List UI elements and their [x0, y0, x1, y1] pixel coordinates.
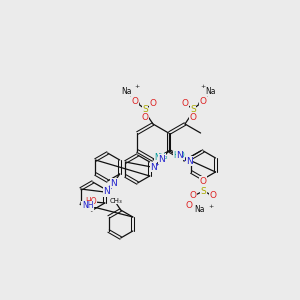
Text: O: O — [142, 113, 148, 122]
Text: N: N — [103, 188, 110, 196]
Text: S: S — [142, 104, 148, 113]
Text: HO: HO — [85, 197, 97, 206]
Text: Na: Na — [122, 86, 132, 95]
Text: O: O — [200, 176, 207, 185]
Text: NH: NH — [154, 153, 166, 162]
Text: O: O — [131, 97, 139, 106]
Text: O: O — [186, 200, 193, 209]
Text: N: N — [150, 163, 157, 172]
Text: N: N — [110, 178, 117, 188]
Text: NH: NH — [82, 202, 93, 211]
Text: S: S — [200, 187, 206, 196]
Text: O: O — [200, 97, 206, 106]
Text: +: + — [134, 85, 140, 89]
Text: Na: Na — [206, 86, 216, 95]
Text: S: S — [190, 104, 196, 113]
Text: O: O — [210, 191, 217, 200]
Text: HO: HO — [173, 151, 185, 160]
Text: O: O — [190, 191, 197, 200]
Text: N: N — [158, 154, 165, 164]
Text: ₂: ₂ — [165, 155, 167, 160]
Text: Na: Na — [194, 205, 205, 214]
Text: N: N — [176, 152, 183, 160]
Text: +: + — [209, 205, 214, 209]
Text: O: O — [190, 113, 196, 122]
Text: N: N — [186, 157, 193, 166]
Text: O: O — [149, 100, 157, 109]
Text: CH₃: CH₃ — [109, 198, 122, 204]
Text: O: O — [182, 100, 188, 109]
Text: +: + — [200, 85, 206, 89]
